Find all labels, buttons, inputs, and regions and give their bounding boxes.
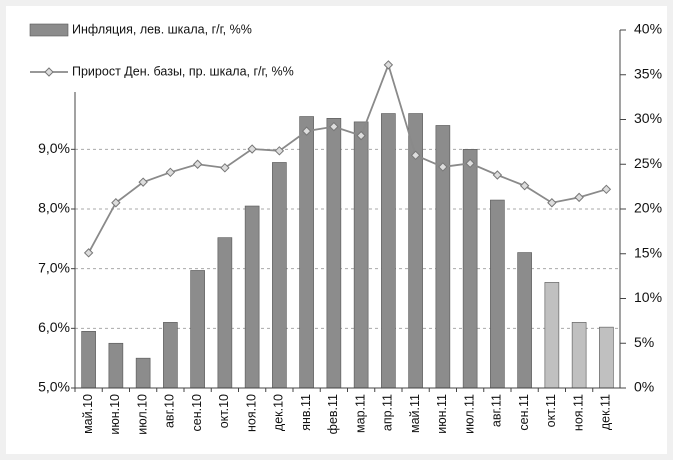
x-tick-label: янв.11 [299, 394, 313, 431]
bar [571, 322, 587, 389]
y2-tick-label: 40% [634, 21, 662, 37]
line-marker [274, 146, 285, 156]
line-marker [111, 198, 121, 208]
line-marker [356, 130, 366, 141]
line-marker [138, 177, 148, 187]
x-tick-label: сен.10 [190, 394, 204, 432]
x-tick-label: дек.11 [599, 394, 613, 430]
bar [244, 205, 260, 389]
line [87, 62, 607, 254]
bar [217, 237, 233, 389]
y2-tick-label: 5% [634, 334, 654, 350]
y-tick-label: 5,0% [38, 379, 70, 395]
legend-label: Инфляция, лев. шкала, г/г, %% [72, 22, 252, 36]
y-tick-label: 8,0% [38, 200, 70, 216]
x-tick-label: авг.10 [163, 394, 177, 428]
line-marker [192, 159, 203, 169]
x-tick-label: ноя.10 [244, 394, 258, 432]
x-tick-label: июл.11 [462, 394, 476, 434]
line-marker [519, 181, 530, 191]
x-tick-label: ноя.11 [571, 394, 585, 431]
line-marker [83, 248, 94, 258]
x-tick-label: июн.11 [435, 394, 449, 434]
x-tick-label: дек.10 [272, 394, 286, 431]
legend-background [20, 16, 320, 92]
legend-label: Прирост Ден. базы, пр. шкала, г/г, %% [72, 64, 294, 78]
x-tick-label: май.11 [408, 394, 422, 433]
x-tick-label: окт.10 [217, 394, 231, 428]
bar [190, 270, 205, 389]
bar [163, 322, 178, 389]
line-marker [247, 144, 257, 154]
y2-tick-label: 30% [634, 110, 662, 126]
y2-tick-label: 25% [634, 155, 662, 171]
line-marker [329, 121, 339, 132]
x-tick-label: сен.11 [517, 394, 531, 431]
bar [81, 331, 96, 389]
legend-marker [44, 67, 54, 77]
line-marker [574, 192, 584, 203]
y-tick-label: 9,0% [38, 140, 70, 156]
line-marker [410, 150, 421, 161]
x-tick-label: май.10 [81, 394, 95, 434]
bar [381, 113, 396, 389]
bar [353, 121, 369, 389]
y-tick-label: 6,0% [38, 319, 70, 335]
x-tick-label: авг.11 [490, 394, 504, 427]
x-tick-label: июл.10 [135, 394, 149, 435]
bar [462, 149, 478, 389]
line-marker [383, 60, 394, 70]
line-marker [492, 170, 503, 180]
bar [490, 199, 505, 389]
x-tick-label: окт.11 [544, 394, 558, 427]
bar [108, 342, 124, 389]
y2-tick-label: 15% [634, 244, 662, 260]
bar [326, 118, 342, 389]
bar [599, 326, 614, 389]
x-tick-label: июн.10 [108, 394, 122, 435]
y2-tick-label: 10% [634, 289, 662, 305]
line-marker [220, 163, 230, 173]
line-marker [547, 198, 557, 208]
y2-tick-label: 35% [634, 65, 662, 81]
y2-tick-label: 0% [634, 379, 654, 395]
bar [299, 116, 314, 389]
line-marker [601, 184, 612, 195]
line-marker [465, 158, 475, 169]
x-tick-label: апр.11 [381, 394, 395, 431]
bar [544, 282, 560, 389]
y2-tick-label: 20% [634, 200, 662, 216]
bar [272, 162, 287, 389]
line-marker [301, 126, 312, 136]
x-tick-label: фев.11 [326, 394, 340, 434]
legend-swatch [29, 23, 69, 37]
bar [517, 252, 532, 389]
y-tick-label: 7,0% [38, 259, 70, 275]
x-tick-label: мар.11 [353, 394, 367, 433]
line-marker [165, 167, 176, 178]
line-marker [438, 162, 448, 172]
bar [135, 357, 151, 389]
